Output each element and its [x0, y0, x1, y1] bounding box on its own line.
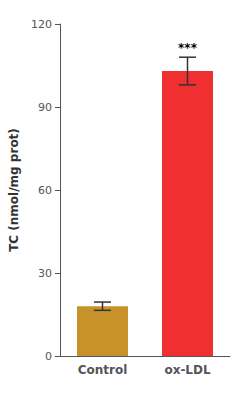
svg-text:Control: Control: [78, 363, 128, 377]
svg-text:120: 120: [31, 18, 52, 31]
svg-text:60: 60: [38, 184, 52, 197]
svg-text:0: 0: [45, 350, 52, 363]
svg-text:90: 90: [38, 101, 52, 114]
svg-text:TC (nmol/mg prot): TC (nmol/mg prot): [7, 128, 21, 252]
svg-text:30: 30: [38, 267, 52, 280]
svg-text:ox-LDL: ox-LDL: [164, 363, 211, 377]
svg-text:***: ***: [178, 41, 198, 55]
